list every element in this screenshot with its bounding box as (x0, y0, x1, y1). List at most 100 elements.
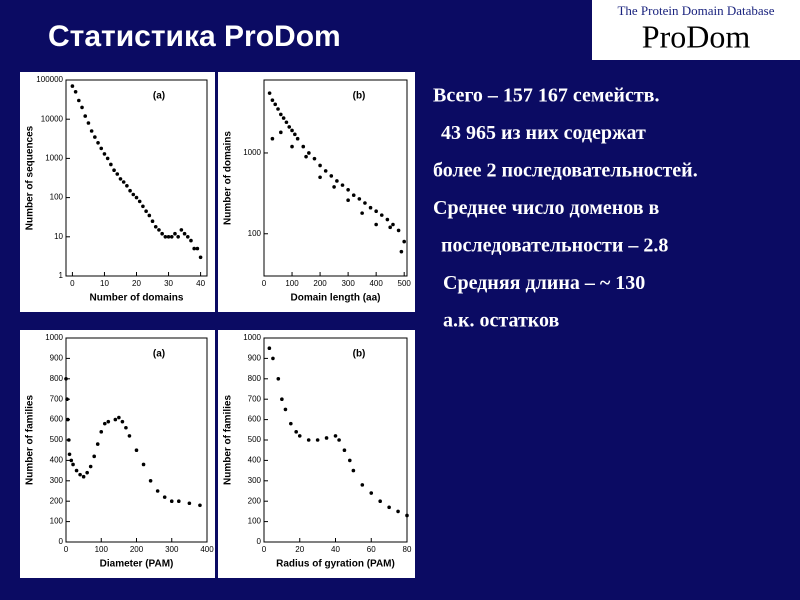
point (293, 132, 297, 137)
point (271, 356, 275, 361)
point (67, 438, 71, 442)
y-tick-label: 400 (50, 456, 64, 465)
text-line: Всего – 157 167 семейств. (433, 85, 659, 107)
point (287, 125, 292, 129)
y-tick-label: 700 (248, 394, 262, 403)
x-tick-label: 200 (130, 545, 144, 554)
point (121, 180, 126, 184)
text-line: Среднее число доменов в (433, 197, 660, 219)
point (166, 235, 171, 239)
point (153, 224, 158, 229)
point (109, 162, 113, 167)
point (388, 225, 392, 230)
point (281, 116, 286, 120)
point (113, 417, 118, 422)
point (289, 421, 293, 426)
point (270, 136, 275, 141)
annotation: (a) (153, 91, 165, 102)
point (399, 249, 404, 254)
point (297, 434, 302, 438)
y-tick-label: 1000 (45, 333, 63, 342)
x-tick-label: 80 (403, 545, 412, 554)
point (342, 448, 347, 453)
y-tick-label: 400 (248, 456, 262, 465)
x-axis-label: Number of domains (90, 293, 184, 304)
x-tick-label: 0 (64, 545, 69, 554)
point (169, 499, 174, 504)
point (182, 231, 187, 236)
point (335, 179, 339, 183)
y-tick-label: 900 (248, 354, 262, 363)
point (267, 91, 272, 95)
point (360, 483, 365, 487)
point (81, 474, 86, 479)
y-tick-label: 100 (50, 193, 64, 202)
point (137, 199, 142, 204)
point (198, 255, 203, 260)
point (363, 201, 367, 205)
point (93, 135, 97, 139)
y-tick-label: 600 (50, 415, 64, 424)
point (357, 197, 362, 201)
point (279, 130, 283, 135)
y-tick-label: 300 (248, 476, 262, 485)
annotation: (b) (353, 91, 366, 102)
point (83, 114, 88, 118)
point (128, 188, 132, 193)
point (80, 105, 84, 110)
point (396, 509, 400, 514)
chart-panel (20, 72, 215, 312)
point (127, 434, 132, 438)
point (346, 198, 350, 203)
x-tick-label: 200 (313, 279, 327, 288)
chart-panel (20, 330, 215, 578)
text-line: а.к. остатков (443, 310, 560, 332)
chart-panel (218, 330, 415, 578)
point (187, 501, 192, 506)
slide-title: Статистика ProDom (48, 20, 341, 53)
x-tick-label: 20 (295, 545, 304, 554)
point (74, 468, 79, 473)
point (89, 129, 94, 133)
point (195, 246, 200, 251)
point (163, 235, 168, 239)
point (378, 499, 382, 504)
x-tick-label: 400 (200, 545, 214, 554)
point (351, 193, 356, 198)
point (106, 419, 111, 424)
point (391, 222, 395, 227)
point (332, 185, 336, 189)
y-tick-label: 10000 (41, 114, 64, 123)
y-tick-label: 10 (54, 232, 63, 241)
point (147, 213, 152, 218)
point (312, 156, 317, 161)
x-tick-label: 300 (165, 545, 179, 554)
text-line: последовательности – 2.8 (441, 235, 668, 257)
point (134, 195, 139, 200)
point (348, 458, 352, 463)
point (85, 470, 89, 475)
point (169, 235, 174, 239)
point (99, 430, 104, 434)
chart-panel (218, 72, 415, 312)
point (318, 175, 322, 180)
x-tick-label: 40 (196, 279, 205, 288)
point (160, 231, 164, 236)
text-line: Средняя длина – ~ 130 (443, 272, 645, 294)
x-tick-label: 60 (367, 545, 376, 554)
point (150, 219, 155, 224)
point (396, 228, 401, 233)
x-tick-label: 500 (398, 279, 412, 288)
point (318, 163, 322, 168)
point (290, 144, 294, 149)
point (157, 228, 161, 232)
point (118, 177, 123, 181)
point (192, 246, 196, 251)
y-tick-label: 1000 (243, 333, 261, 342)
x-tick-label: 100 (95, 545, 109, 554)
point (189, 238, 193, 243)
x-axis-label: Diameter (PAM) (100, 559, 174, 570)
x-tick-label: 10 (100, 279, 109, 288)
point (65, 397, 69, 402)
